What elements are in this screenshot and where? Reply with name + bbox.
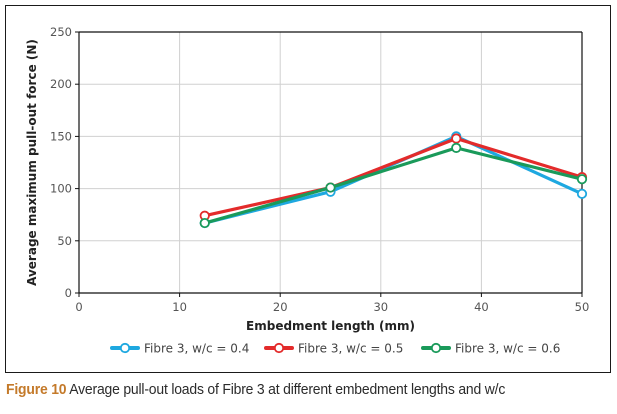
y-tick-label: 100 [50, 182, 72, 196]
data-point [451, 133, 462, 144]
legend-marker-icon [273, 342, 285, 354]
data-point [451, 142, 462, 153]
axes [75, 31, 583, 297]
y-tick-label: 50 [57, 234, 72, 248]
figure-number: Figure 10 [6, 381, 67, 398]
legend-label: Fibre 3, w/c = 0.5 [298, 342, 403, 356]
x-tick-labels: 0 10 20 30 40 50 [75, 300, 589, 314]
data-point [325, 182, 336, 193]
y-tick-label: 250 [50, 25, 72, 39]
y-tick-label: 0 [65, 286, 72, 300]
x-tick-label: 50 [575, 300, 590, 314]
x-tick-label: 0 [75, 300, 82, 314]
legend-label: Fibre 3, w/c = 0.6 [455, 342, 560, 356]
legend-marker-icon [430, 342, 442, 354]
y-axis-label: Average maximum pull-out force (N) [25, 39, 39, 286]
legend-label: Fibre 3, w/c = 0.4 [144, 342, 249, 356]
data-point [576, 188, 588, 199]
x-tick-label: 20 [273, 300, 288, 314]
series-line [204, 136, 583, 218]
series-1 [199, 131, 588, 229]
legend-marker-icon [119, 342, 131, 354]
figure-caption: Figure 10 Average pull-out loads of Fibr… [6, 381, 505, 398]
y-tick-label: 150 [50, 129, 72, 143]
x-tick-label: 30 [373, 300, 388, 314]
x-tick-label: 40 [474, 300, 489, 314]
x-tick-label: 10 [172, 300, 187, 314]
data-point [576, 174, 588, 185]
figure-frame [5, 5, 611, 373]
legend-item-3: Fibre 3, w/c = 0.6 [421, 342, 560, 356]
legend: Fibre 3, w/c = 0.4 Fibre 3, w/c = 0.5 Fibr… [110, 342, 560, 356]
series-group [199, 131, 588, 229]
caption-text: Average pull-out loads of Fibre 3 at dif… [69, 381, 506, 398]
legend-item-1: Fibre 3, w/c = 0.4 [110, 342, 249, 356]
legend-item-2: Fibre 3, w/c = 0.5 [264, 342, 403, 356]
series-3 [199, 142, 588, 229]
x-axis-label: Embedment length (mm) [246, 319, 415, 333]
series-line [204, 146, 583, 225]
data-point [199, 217, 210, 229]
y-tick-label: 200 [50, 77, 72, 91]
y-tick-labels: 0 50 100 150 200 250 [50, 25, 72, 300]
series-line [204, 134, 583, 225]
gridlines [79, 32, 582, 293]
line-chart: 0 10 20 30 40 50 0 50 100 150 200 250 Embedment le… [25, 25, 589, 356]
